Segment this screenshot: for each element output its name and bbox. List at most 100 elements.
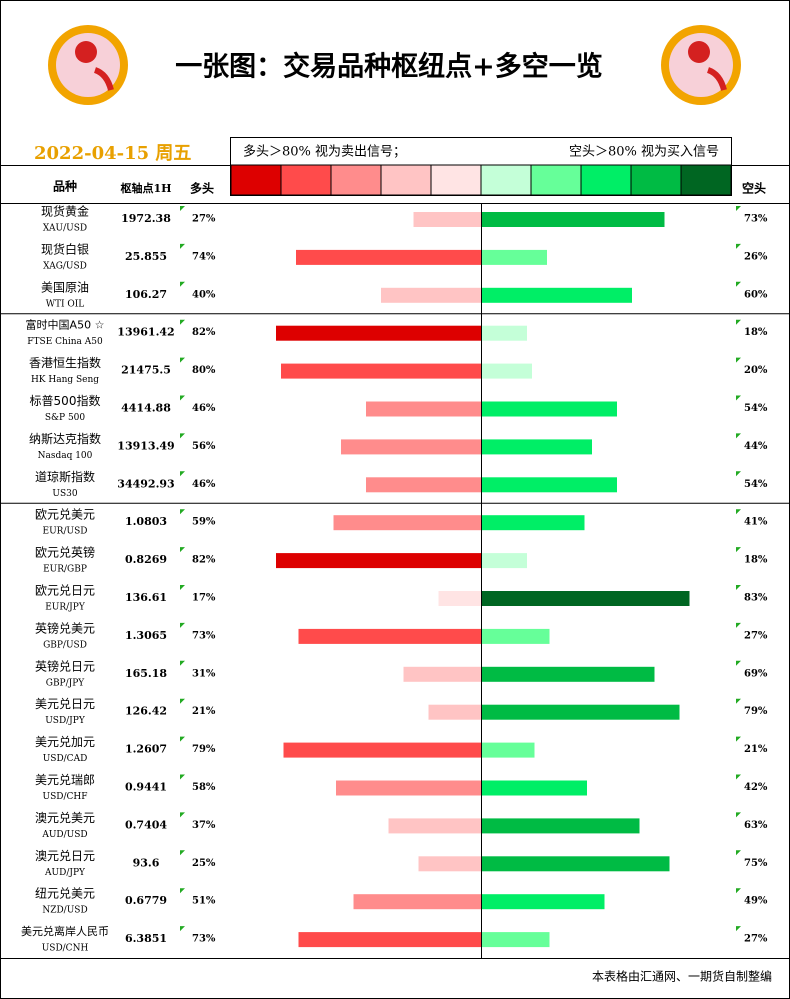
pivot: 126.42 — [125, 705, 167, 718]
corner-mark — [736, 926, 741, 932]
long-label: 31% — [192, 668, 216, 679]
logo-left — [48, 25, 128, 105]
row-name: 美元兑离岸人民币 — [21, 924, 109, 938]
row-name: 美国原油 — [41, 280, 89, 294]
row-code: USD/CHF — [43, 792, 88, 802]
corner-mark — [180, 888, 185, 894]
long-bar — [381, 287, 481, 303]
corner-mark — [180, 357, 185, 363]
row-name: 标普500指数 — [30, 393, 101, 408]
long-label: 73% — [192, 934, 216, 945]
pivot: 21475.5 — [121, 364, 171, 377]
row-code: EUR/GBP — [43, 565, 87, 575]
long-label: 59% — [192, 517, 216, 528]
col-header: 多头 — [190, 181, 214, 196]
short-bar — [482, 439, 592, 455]
short-label: 41% — [744, 517, 768, 528]
legend-swatch — [680, 164, 732, 196]
row-name: 英镑兑日元 — [35, 658, 95, 673]
corner-mark — [736, 660, 741, 666]
row-code: GBP/USD — [43, 640, 87, 650]
corner-mark — [736, 888, 741, 894]
corner-mark — [180, 471, 185, 477]
row-code: US30 — [52, 489, 77, 499]
short-label: 54% — [744, 403, 768, 414]
legend-swatch — [380, 164, 432, 196]
short-label: 26% — [744, 251, 768, 262]
legend-swatch — [280, 164, 332, 196]
pivot: 13913.49 — [117, 439, 174, 452]
row-code: USD/CNH — [42, 944, 89, 954]
short-bar — [482, 325, 527, 341]
long-bar — [428, 704, 481, 720]
corner-mark — [180, 622, 185, 628]
short-bar — [482, 591, 690, 606]
row-code: XAU/USD — [43, 224, 87, 234]
long-label: 51% — [192, 896, 216, 907]
pivot: 25.855 — [125, 250, 167, 263]
pivot: 1.3065 — [125, 629, 167, 642]
short-bar — [482, 666, 655, 682]
pivot: 136.61 — [125, 591, 167, 604]
row-name: 富时中国A50 ☆ — [26, 318, 105, 332]
corner-mark — [180, 395, 185, 401]
row-name: 澳元兑美元 — [35, 811, 95, 825]
pivot: 1.2607 — [125, 743, 167, 756]
row-code: AUD/JPY — [44, 868, 86, 878]
footer: 本表格由汇通网、一期货自制整编 — [592, 969, 772, 984]
row-name: 道琼斯指数 — [35, 469, 95, 484]
long-label: 74% — [192, 251, 216, 262]
legend-right: 空头＞80% 视为买入信号 — [569, 145, 719, 160]
corner-mark — [180, 850, 185, 856]
long-label: 80% — [192, 365, 216, 376]
row-code: WTI OIL — [46, 299, 85, 309]
short-label: 44% — [744, 441, 768, 452]
short-label: 63% — [744, 820, 768, 831]
short-bar — [482, 363, 532, 379]
long-bar — [403, 666, 481, 682]
short-bar — [482, 894, 605, 910]
col-header: 品种 — [53, 179, 77, 194]
short-label: 18% — [744, 555, 768, 566]
long-bar — [276, 325, 481, 341]
long-label: 73% — [192, 630, 216, 641]
short-bar — [482, 477, 617, 493]
long-bar — [283, 742, 481, 758]
corner-mark — [736, 774, 741, 780]
row-code: NZD/USD — [42, 906, 87, 916]
legend-left: 多头＞80% 视为卖出信号； — [243, 144, 406, 160]
long-bar — [333, 515, 481, 531]
corner-mark — [736, 243, 741, 249]
row-name: 美元兑加元 — [35, 735, 95, 749]
pivot: 93.6 — [133, 856, 160, 869]
pivot: 0.8269 — [125, 553, 167, 566]
long-label: 27% — [192, 214, 216, 225]
pivot: 106.27 — [125, 288, 167, 301]
title: 一张图：交易品种枢纽点+多空一览 — [175, 51, 603, 83]
corner-mark — [180, 585, 185, 590]
long-label: 58% — [192, 782, 216, 793]
corner-mark — [180, 698, 185, 704]
corner-mark — [736, 433, 741, 439]
short-label: 18% — [744, 327, 768, 338]
corner-mark — [180, 243, 185, 249]
long-label: 21% — [192, 706, 216, 717]
short-bar — [482, 515, 585, 531]
long-label: 46% — [192, 479, 216, 490]
corner-mark — [180, 509, 185, 515]
pivot: 1.0803 — [125, 515, 167, 528]
row-name: 欧元兑英镑 — [35, 545, 95, 560]
corner-mark — [736, 206, 741, 211]
date: 2022-04-15 周五 — [34, 143, 191, 164]
short-bar — [482, 818, 640, 834]
corner-mark — [180, 281, 185, 287]
long-label: 40% — [192, 289, 216, 300]
short-bar — [482, 249, 547, 265]
long-bar — [341, 439, 481, 455]
pivot: 0.7404 — [125, 818, 167, 831]
long-bar — [298, 628, 481, 644]
short-label: 83% — [744, 593, 768, 604]
short-label: 27% — [744, 630, 768, 641]
short-bar — [482, 932, 550, 948]
row-code: S&P 500 — [45, 413, 86, 423]
